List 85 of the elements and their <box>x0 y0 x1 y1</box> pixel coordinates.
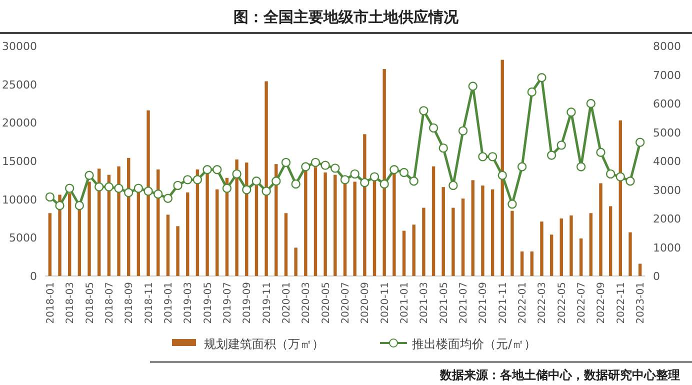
x-tick-label: 2018-07 <box>104 282 116 324</box>
x-tick-label: 2023-01 <box>636 282 647 324</box>
y-tick-label: 10000 <box>2 193 37 206</box>
bar <box>638 264 642 276</box>
bar <box>186 192 190 276</box>
y2-tick-label: 7000 <box>653 68 681 82</box>
legend-label: 规划建筑面积（万㎡） <box>204 337 324 351</box>
x-tick-label: 2020-11 <box>380 282 391 324</box>
bar <box>481 186 484 276</box>
x-tick-label: 2019-05 <box>202 282 214 324</box>
bar <box>560 218 563 276</box>
y-tick-label: 15000 <box>2 155 37 168</box>
bar <box>490 189 494 276</box>
x-tick-label: 2021-05 <box>438 282 450 324</box>
bar <box>599 183 602 276</box>
x-tick-label: 2018-03 <box>65 282 76 324</box>
y2-tick-label: 8000 <box>653 40 681 53</box>
source-note: 数据来源：各地土储中心，数据研究中心整理 <box>439 368 680 382</box>
y2-tick-label: 4000 <box>653 155 681 168</box>
x-tick-label: 2020-09 <box>360 282 372 324</box>
bar <box>520 251 524 276</box>
chart-title: 图：全国主要地级市土地供应情况 <box>234 8 460 26</box>
y2-tick-label: 3000 <box>653 184 681 197</box>
x-tick-label: 2021-07 <box>458 282 470 324</box>
bar <box>216 189 219 276</box>
x-tick-label: 2019-09 <box>242 282 254 324</box>
bar <box>471 180 474 276</box>
bar <box>432 166 436 276</box>
x-tick-label: 2022-11 <box>616 282 627 324</box>
y-tick-label: 25000 <box>2 78 37 92</box>
bar <box>510 210 514 276</box>
y2-tick-label: 2000 <box>653 212 681 226</box>
y-tick-label: 20000 <box>2 116 37 130</box>
y2-tick-label: 6000 <box>653 98 681 110</box>
bar <box>540 222 544 276</box>
x-tick-label: 2018-05 <box>84 282 96 324</box>
bar <box>461 198 465 276</box>
x-tick-label: 2021-09 <box>478 282 490 324</box>
bar <box>294 248 298 276</box>
x-tick-label: 2020-01 <box>281 282 292 324</box>
legend-label: 推出楼面均价（元/㎡） <box>412 337 536 351</box>
y-tick-label: 0 <box>30 270 37 283</box>
x-tick-label: 2018-09 <box>124 282 136 324</box>
bar <box>442 187 445 276</box>
x-tick-label: 2019-07 <box>222 282 234 324</box>
bar <box>550 234 554 276</box>
x-tick-label: 2020-05 <box>320 282 332 324</box>
x-tick-label: 2019-01 <box>163 282 174 324</box>
bar <box>284 213 288 276</box>
bar <box>324 172 327 276</box>
y2-tick-label: 1000 <box>653 241 681 254</box>
x-tick-label: 2020-03 <box>301 282 312 324</box>
bar <box>353 182 356 276</box>
bar <box>402 230 406 276</box>
x-tick-label: 2022-01 <box>518 282 529 324</box>
x-tick-label: 2021-11 <box>498 282 509 324</box>
y2-tick-label: 0 <box>653 270 660 283</box>
x-tick-label: 2019-03 <box>183 282 194 324</box>
bar <box>628 232 632 276</box>
y-tick-label: 30000 <box>2 40 37 53</box>
bar <box>88 182 91 276</box>
x-tick-label: 2021-03 <box>419 282 430 324</box>
bar <box>608 206 612 276</box>
bar <box>334 174 337 276</box>
bar <box>166 214 170 276</box>
y2-tick-label: 5000 <box>653 126 681 140</box>
x-tick-label: 2021-01 <box>400 282 411 324</box>
bar <box>579 238 583 276</box>
bar <box>589 213 592 276</box>
bar <box>530 251 534 276</box>
x-tick-label: 2019-11 <box>262 282 273 324</box>
bar <box>422 208 426 276</box>
x-tick-label: 2022-09 <box>596 282 608 324</box>
x-tick-label: 2018-11 <box>144 282 155 324</box>
bar <box>176 226 180 276</box>
x-tick-label: 2022-05 <box>556 282 568 324</box>
x-tick-label: 2022-03 <box>537 282 548 324</box>
y-tick-label: 5000 <box>9 232 37 245</box>
x-tick-label: 2022-07 <box>576 282 588 324</box>
bar <box>412 224 416 276</box>
x-tick-label: 2020-07 <box>340 282 352 324</box>
bar <box>570 215 573 276</box>
bar <box>452 208 455 276</box>
x-tick-label: 2018-01 <box>45 282 56 324</box>
bar <box>48 213 52 276</box>
